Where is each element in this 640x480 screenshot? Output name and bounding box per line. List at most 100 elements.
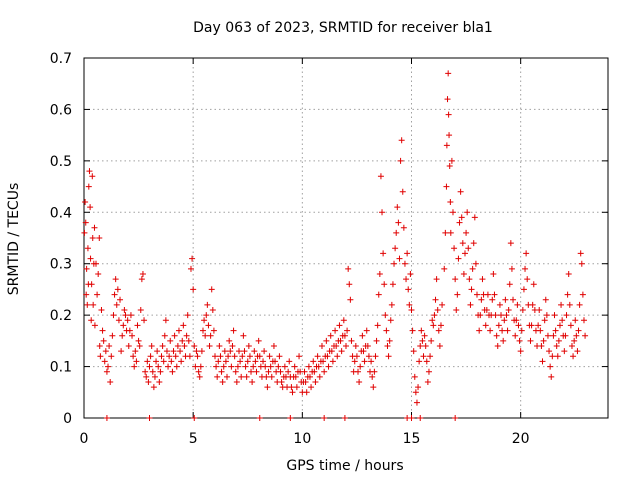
data-point	[495, 322, 502, 329]
data-point	[281, 363, 288, 370]
data-point	[494, 343, 501, 349]
data-point	[364, 343, 371, 349]
data-point	[452, 276, 459, 283]
data-point	[166, 353, 173, 360]
data-point	[232, 368, 239, 375]
data-point	[332, 327, 339, 334]
data-point	[515, 322, 522, 329]
data-point	[398, 137, 405, 144]
data-point	[392, 245, 399, 252]
data-point	[383, 327, 390, 334]
data-point	[416, 358, 423, 365]
data-point	[238, 373, 245, 380]
data-point	[403, 276, 410, 283]
data-point	[139, 271, 146, 277]
data-point	[141, 317, 148, 324]
data-point	[554, 353, 561, 360]
plot-frame	[83, 57, 609, 419]
data-point	[241, 348, 248, 355]
x-tick-label: 15	[403, 431, 421, 447]
data-point	[407, 271, 414, 277]
data-point	[372, 353, 379, 360]
data-point	[564, 291, 571, 298]
data-point	[490, 271, 497, 277]
data-point	[400, 224, 407, 231]
data-point	[333, 343, 340, 349]
data-point	[230, 327, 237, 334]
data-point	[374, 322, 381, 329]
y-tick-label: 0.5	[50, 154, 72, 170]
data-point	[117, 296, 124, 303]
data-point	[446, 163, 453, 169]
data-point	[422, 343, 429, 349]
y-tick-label: 0.2	[50, 308, 72, 324]
data-point	[145, 379, 152, 385]
data-point	[408, 307, 415, 313]
data-point	[404, 250, 411, 257]
data-point	[190, 286, 197, 293]
y-tick-label: 0	[63, 411, 72, 427]
data-point	[547, 363, 554, 370]
data-point	[468, 286, 475, 293]
data-point	[228, 363, 235, 370]
data-point	[84, 245, 91, 252]
data-point	[556, 322, 563, 329]
data-point	[149, 368, 156, 375]
data-point	[316, 373, 323, 380]
data-point	[517, 348, 524, 355]
data-point	[203, 312, 210, 319]
data-point	[341, 415, 348, 421]
data-point	[201, 317, 208, 324]
data-point	[270, 343, 277, 349]
data-point	[423, 358, 430, 365]
data-point	[216, 343, 223, 349]
data-point	[553, 343, 560, 349]
data-point	[252, 358, 259, 365]
data-point	[310, 358, 317, 365]
data-point	[324, 353, 331, 360]
x-tick-label: 20	[512, 431, 530, 447]
data-point	[472, 260, 479, 267]
data-point	[266, 353, 273, 360]
data-point	[83, 265, 90, 272]
data-point	[144, 358, 151, 365]
data-point	[441, 265, 448, 272]
data-point	[293, 384, 300, 391]
data-point	[394, 204, 401, 211]
data-point	[227, 348, 234, 355]
data-point	[412, 389, 419, 396]
data-point	[380, 250, 387, 257]
data-point	[337, 337, 344, 344]
data-point	[212, 353, 218, 360]
data-point	[250, 363, 257, 370]
data-point	[173, 363, 180, 370]
data-point	[461, 250, 468, 257]
data-point	[89, 235, 96, 241]
data-point	[321, 415, 328, 421]
data-point	[107, 379, 114, 385]
data-point	[469, 265, 476, 272]
data-point	[520, 286, 527, 293]
data-point	[185, 337, 192, 344]
data-point	[381, 281, 388, 288]
data-point	[99, 327, 106, 334]
chart-title: Day 063 of 2023, SRMTID for receiver bla…	[193, 20, 493, 36]
data-point	[162, 317, 169, 324]
data-point	[552, 327, 559, 334]
data-point	[131, 363, 138, 370]
data-point	[93, 260, 100, 267]
data-point	[401, 260, 408, 267]
data-point	[377, 173, 384, 180]
data-point	[451, 245, 458, 252]
data-point	[568, 343, 575, 349]
data-point	[221, 348, 228, 355]
data-point	[430, 322, 437, 329]
data-point	[499, 327, 506, 334]
data-point	[510, 296, 517, 303]
y-axis-label: SRMTID / TECUs	[6, 183, 22, 296]
data-point	[558, 301, 565, 308]
data-point	[382, 312, 389, 319]
x-axis-label: GPS time / hours	[286, 458, 403, 474]
data-point	[94, 291, 101, 298]
data-point	[268, 373, 275, 380]
